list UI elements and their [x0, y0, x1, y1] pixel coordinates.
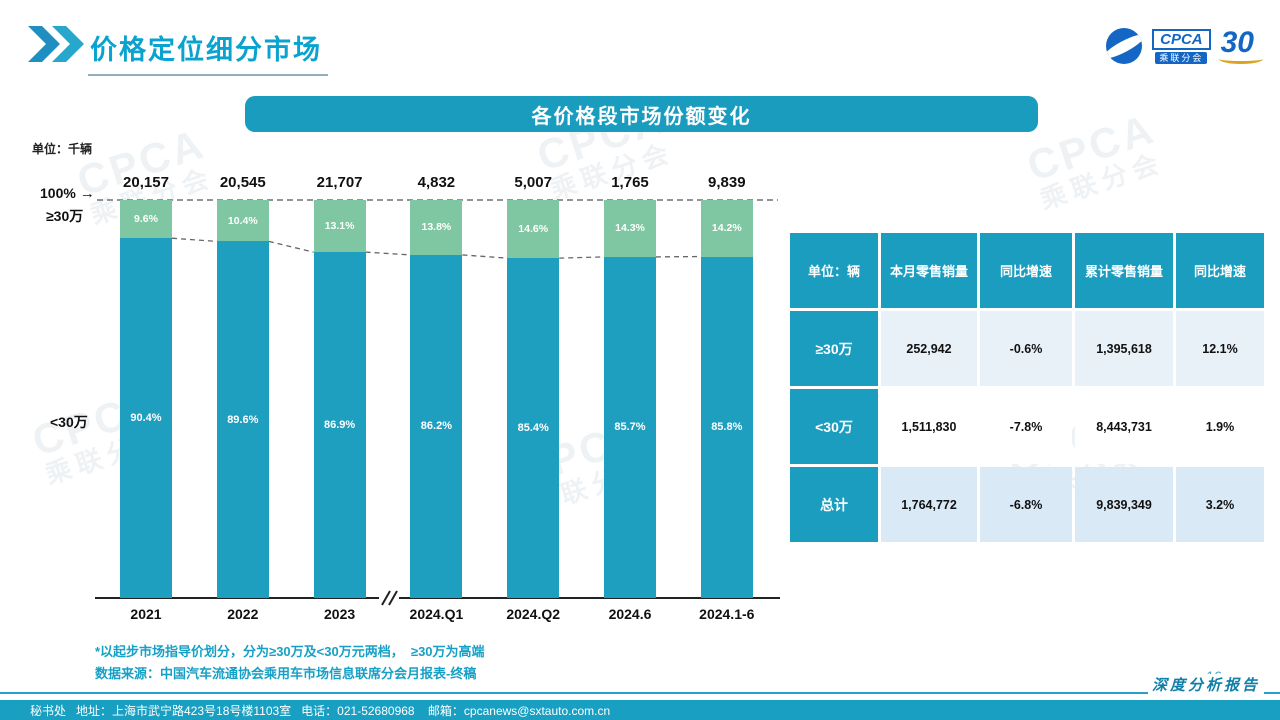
table-column-header: 本月零售销量	[881, 233, 977, 308]
table-column-header: 同比增速	[980, 233, 1072, 308]
stacked-bar-2023: 21,707 13.1% 86.9%	[313, 174, 366, 598]
bar-segment-low: 86.2%	[410, 254, 463, 598]
table-cell: 12.1%	[1176, 311, 1264, 386]
cpca-logo-text: CPCA	[1152, 28, 1211, 50]
bar-segment-low: 90.4%	[120, 238, 172, 598]
table-cell: -7.8%	[980, 389, 1072, 464]
bar-segment-high: 14.3%	[604, 200, 656, 257]
table-column-header: 同比增速	[1176, 233, 1264, 308]
bar-total-label: 21,707	[316, 174, 363, 191]
footnote-source: 数据来源：中国汽车流通协会乘用车市场信息联席分会月报表-终稿	[95, 666, 477, 681]
page-title: 价格定位细分市场	[88, 28, 328, 76]
table-cell: 1.9%	[1176, 389, 1264, 464]
table-cell: 9,839,349	[1075, 467, 1173, 542]
bar-segment-high: 13.8%	[410, 200, 463, 255]
table-column-header: 累计零售销量	[1075, 233, 1173, 308]
unit-label: 单位：千辆	[32, 142, 93, 156]
bar-total-label: 4,832	[417, 174, 456, 191]
price-segment-table: 单位：辆 本月零售销量 同比增速 累计零售销量 同比增速 ≥30万 252,942 -0.6%…	[790, 233, 1264, 542]
footer-contact-text: 秘书处 地址：上海市武宁路423号18号楼1103室 电话：021-526809…	[30, 703, 611, 718]
table-cell: 1,764,772	[881, 467, 977, 542]
x-axis-category-label: 2024.6	[608, 606, 652, 622]
bar-total-label: 20,545	[219, 174, 266, 191]
table-cell: -0.6%	[980, 311, 1072, 386]
cpca-logo-subtext: 乘联分会	[1155, 51, 1208, 64]
bar-segment-high: 9.6%	[120, 200, 172, 239]
bar-total-label: 9,839	[708, 174, 746, 191]
footer-divider	[0, 692, 1280, 694]
x-axis-category-label: 2024.1-6	[699, 606, 755, 622]
table-row-label: <30万	[790, 389, 878, 464]
x-axis-category-label: 2021	[130, 606, 162, 622]
report-type-label: 深度分析报告	[1147, 674, 1264, 695]
table-row-label: 总计	[790, 467, 878, 542]
bar-segment-high: 14.6%	[507, 200, 560, 259]
x-axis-category-label: 2024.Q1	[409, 606, 464, 622]
bar-total-label: 5,007	[514, 174, 552, 191]
bar-segment-high: 10.4%	[216, 200, 269, 242]
bar-segment-high: 13.1%	[313, 200, 366, 253]
bar-segment-low: 85.8%	[700, 256, 753, 598]
table-cell: 8,443,731	[1075, 389, 1173, 464]
axis-100-label: 100% →	[40, 185, 95, 202]
table-cell: 1,511,830	[881, 389, 977, 464]
table-cell: 3.2%	[1176, 467, 1264, 542]
footnote-definition: *以起步市场指导价划分，分为≥30万及<30万元两档， ≥30万为高端	[95, 644, 485, 659]
table-row-label: ≥30万	[790, 311, 878, 386]
cpca-logo: CPCA 乘联分会 30	[1106, 26, 1264, 66]
stacked-bar-2021: 20,157 9.6% 90.4%	[120, 174, 172, 598]
stacked-bar-2024.Q2: 5,007 14.6% 85.4%	[507, 174, 560, 598]
chart-banner-title: 各价格段市场份额变化	[245, 96, 1038, 132]
stacked-bar-2022: 20,545 10.4% 89.6%	[216, 174, 269, 598]
segment-label-high: ≥30万	[46, 208, 84, 224]
arrow-right-icon: →	[79, 185, 95, 202]
table-cell: -6.8%	[980, 467, 1072, 542]
table-corner-header: 单位：辆	[790, 233, 878, 308]
stacked-bar-chart: 20,157 9.6% 90.4% 2021 20,545 10.4% 89.6% 2022 2…	[95, 150, 785, 630]
anniversary-30-logo: 30	[1218, 26, 1264, 66]
bar-segment-low: 86.9%	[313, 252, 366, 598]
footer-bar: 秘书处 地址：上海市武宁路423号18号楼1103室 电话：021-526809…	[0, 700, 1280, 720]
double-chevron-icon	[28, 26, 84, 67]
bar-total-label: 1,765	[611, 174, 649, 191]
bar-segment-high: 14.2%	[700, 200, 753, 257]
bar-total-label: 20,157	[123, 174, 169, 191]
table-cell: 1,395,618	[1075, 311, 1173, 386]
bar-segment-low: 89.6%	[216, 241, 269, 598]
x-axis-category-label: 2024.Q2	[506, 606, 561, 622]
bar-segment-low: 85.4%	[507, 258, 560, 598]
table-cell: 252,942	[881, 311, 977, 386]
x-axis-category-label: 2022	[227, 606, 259, 622]
stacked-bar-2024.1-6: 9,839 14.2% 85.8%	[700, 174, 753, 598]
cpca-swoosh-icon	[1106, 28, 1143, 64]
bar-segment-low: 85.7%	[604, 256, 656, 598]
segment-label-low: <30万	[50, 414, 88, 430]
x-axis-category-label: 2023	[324, 606, 356, 622]
stacked-bar-2024.6: 1,765 14.3% 85.7%	[604, 174, 656, 598]
stacked-bar-2024.Q1: 4,832 13.8% 86.2%	[410, 174, 463, 598]
